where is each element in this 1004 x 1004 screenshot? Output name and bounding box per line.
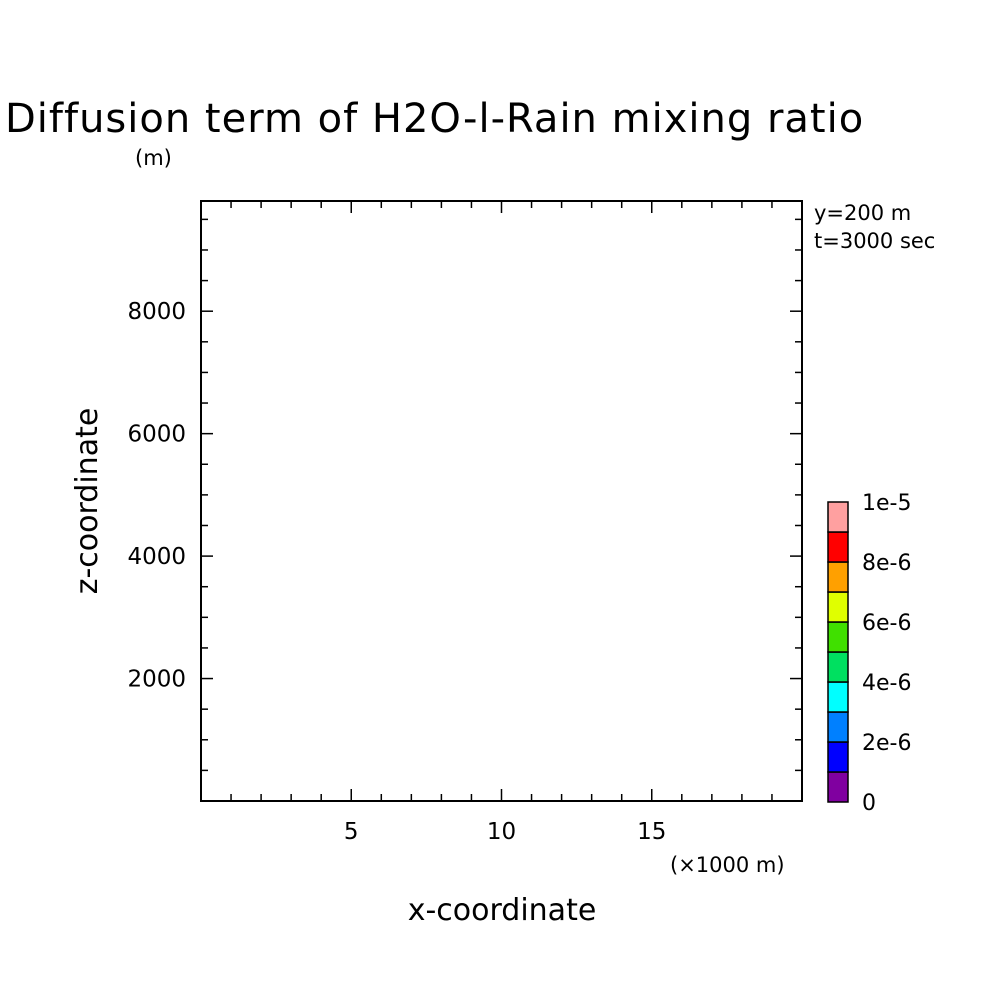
y-unit-note: (m)	[135, 146, 172, 170]
y-axis-title: z-coordinate	[70, 408, 105, 595]
plot-area: 5 10 15 2000 4000 6000 8000	[127, 200, 803, 845]
info-line-t: t=3000 sec	[814, 229, 935, 253]
x-tick-label: 10	[487, 819, 516, 845]
colorbar-swatch	[827, 531, 849, 563]
colorbar-swatch	[827, 651, 849, 683]
y-axis-ticks: 2000 4000 6000 8000	[127, 218, 802, 772]
colorbar-swatch	[827, 501, 849, 533]
colorbar-swatch	[827, 741, 849, 773]
x-axis-ticks: 5 10 15	[230, 201, 773, 845]
colorbar-label: 1e-5	[862, 491, 911, 516]
x-tick-label: 15	[637, 819, 666, 845]
colorbar-swatch	[827, 621, 849, 653]
x-unit-note: (×1000 m)	[670, 853, 785, 877]
y-tick-label: 8000	[127, 299, 186, 325]
x-axis-title: x-coordinate	[408, 893, 597, 928]
y-tick-label: 4000	[127, 544, 186, 570]
y-tick-label: 6000	[127, 422, 186, 448]
y-tick-label: 2000	[127, 667, 186, 693]
chart-title: Diffusion term of H2O-l-Rain mixing rati…	[5, 96, 864, 142]
colorbar-label: 4e-6	[862, 671, 911, 696]
colorbar-label: 0	[862, 791, 876, 816]
colorbar-label: 8e-6	[862, 551, 911, 576]
colorbar-label: 6e-6	[862, 611, 911, 636]
colorbar-label: 2e-6	[862, 731, 911, 756]
colorbar-swatch	[827, 771, 849, 803]
x-tick-label: 5	[344, 819, 359, 845]
info-line-y: y=200 m	[814, 201, 911, 225]
colorbar: 0 2e-6 4e-6 6e-6 8e-6 1e-5	[827, 491, 911, 816]
colorbar-swatch	[827, 591, 849, 623]
plot-frame	[200, 200, 803, 802]
colorbar-swatch	[827, 681, 849, 713]
colorbar-swatch	[827, 711, 849, 743]
colorbar-swatch	[827, 561, 849, 593]
